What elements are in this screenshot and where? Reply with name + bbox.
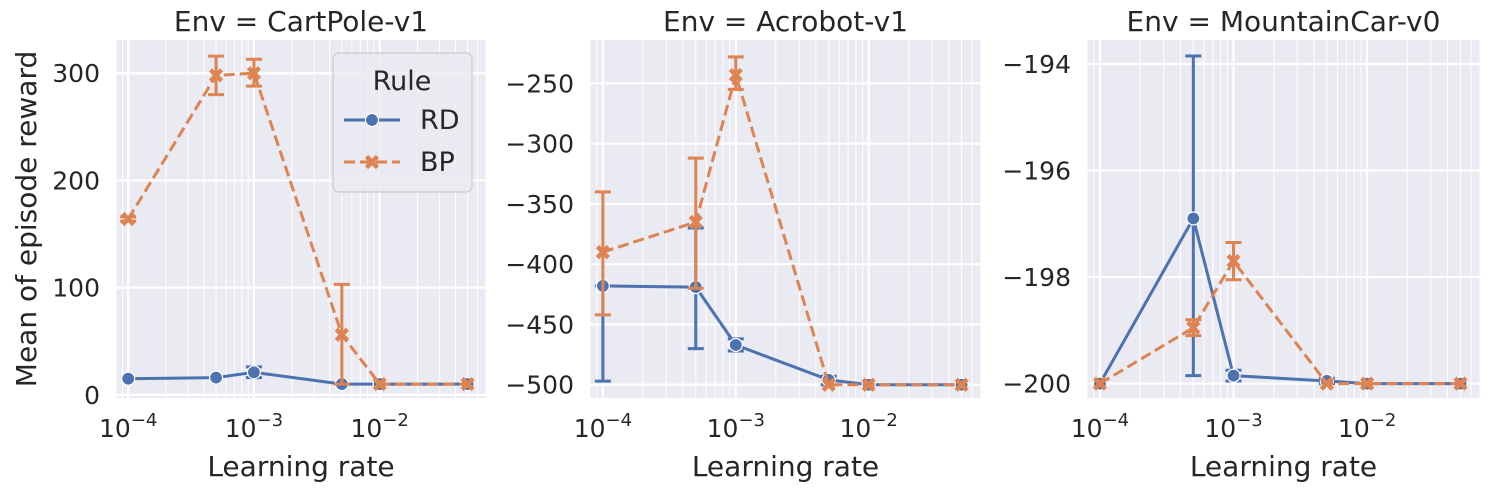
series-bp [594,55,969,392]
y-tick-label: −200 [1002,370,1071,399]
x-axis-label: Learning rate [1190,450,1377,483]
data-point-bp [246,66,262,81]
series-line-rd [128,370,468,386]
data-point-bp [1453,376,1468,391]
data-point-bp [595,245,610,260]
y-tick-label: 100 [52,274,100,303]
y-tick-label: 300 [52,59,100,88]
y-tick-label: −400 [505,250,574,279]
x-tick-label: 10−2 [840,410,898,443]
y-tick-label: −500 [505,371,574,400]
x-tick-label: 10−3 [225,410,283,443]
x-axis-label: Learning rate [207,450,394,483]
subplot-title: Env = MountainCar-v0 [1127,5,1441,38]
y-tick-label: 0 [84,381,100,410]
x-tick-label-exponent: −4 [606,410,633,431]
y-axis-label: Mean of episode reward [10,51,43,387]
x-tick-label: 10−4 [574,410,632,443]
series-line-bp [602,73,962,387]
legend-label: BP [420,147,455,178]
y-tick-label: −450 [505,310,574,339]
y-tick-label: 200 [52,166,100,195]
y-tick-label: −250 [505,69,574,98]
data-point-rd [1186,211,1201,226]
y-tick-label: −198 [1002,263,1071,292]
data-point-bp [861,377,876,392]
subplot-title: Env = CartPole-v1 [174,5,428,38]
data-point-bp [1092,376,1108,391]
data-point-bp [1319,376,1334,391]
x-tick-label-exponent: −3 [257,410,284,431]
x-tick-label: 10−3 [1204,410,1262,443]
data-point-bp [821,377,836,392]
x-tick-label: 10−4 [1071,410,1129,443]
plot-background [1087,40,1480,398]
legend-item-bp: BP [344,147,455,178]
legend: Rule RD BP [332,52,473,193]
data-point-bp [334,327,349,342]
x-tick-label-exponent: −2 [871,410,898,431]
y-tick-label: −350 [505,190,574,219]
legend-marker [364,112,380,128]
y-tick-label: −196 [1002,157,1071,186]
x-tick-label: 10−2 [351,410,409,443]
y-tick-label: −194 [1002,50,1071,79]
series-line-rd [1098,217,1461,386]
data-point-rd [728,337,743,353]
legend-marker [364,154,380,170]
series-bp [120,54,475,392]
series-line-bp [1099,259,1461,386]
data-point-bp [1360,376,1375,391]
data-point-bp [688,214,703,230]
data-point-bp [209,68,224,83]
x-tick-label-exponent: −4 [1103,410,1130,431]
series-bp [1092,240,1468,391]
x-tick-label-exponent: −2 [1370,410,1397,431]
subplot-2: Env = Acrobot-v1 10−4 10−3 10−2 −500 −450 −400… [505,5,982,483]
legend-item-rd: RD [344,105,460,136]
series-line-bp [126,71,468,386]
data-point-bp [121,211,136,227]
data-point-bp [460,376,475,392]
x-tick-label-exponent: −4 [131,410,158,431]
data-point-bp [1226,253,1241,269]
data-point-bp [372,376,387,392]
x-tick-label-exponent: −3 [1236,410,1263,431]
data-point-rd [208,370,224,385]
data-point-bp [728,67,743,83]
x-tick-label: 10−4 [99,410,157,443]
x-tick-label: 10−2 [1338,410,1396,443]
y-tick-label: −300 [505,130,574,159]
data-point-bp [1186,320,1201,335]
legend-label: RD [420,105,460,136]
data-point-rd [246,365,262,380]
data-point-rd [1226,368,1241,383]
plot-background [590,40,981,398]
legend-title: Rule [373,66,432,97]
data-point-bp [954,377,969,392]
x-tick-label-exponent: −2 [382,410,409,431]
x-axis-label: Learning rate [692,450,879,483]
data-point-rd [121,371,136,386]
subplot-title: Env = Acrobot-v1 [663,5,908,38]
x-tick-label-exponent: −3 [738,410,765,431]
x-tick-label: 10−3 [707,410,765,443]
subplot-3: Env = MountainCar-v0 10−4 10−3 10−2 −200 −198… [1002,5,1481,483]
